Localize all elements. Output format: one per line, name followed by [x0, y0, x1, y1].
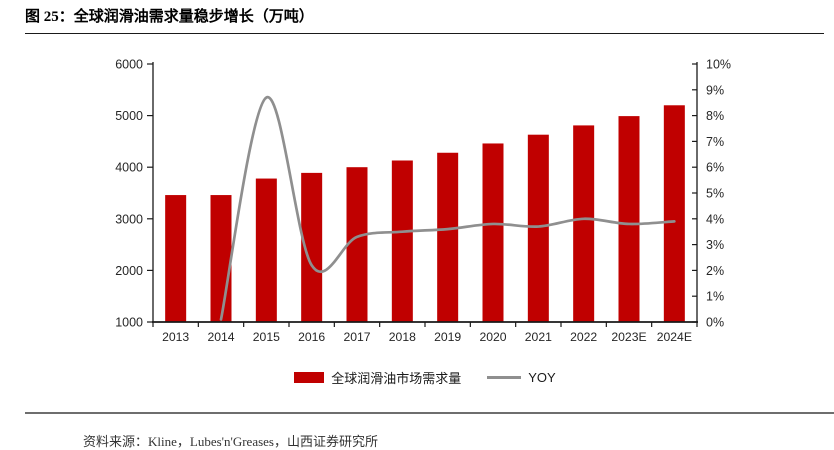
source-note: 资料来源：Kline，Lubes'n'Greases，山西证券研究所: [83, 434, 378, 449]
x-axis-category-label: 2020: [479, 330, 506, 344]
demand-bar: [255, 178, 277, 322]
right-axis-label: 4%: [706, 212, 724, 226]
figure-title: 图 25：全球润滑油需求量稳步增长（万吨）: [25, 9, 314, 25]
right-axis-label: 6%: [706, 161, 724, 175]
demand-bar: [663, 105, 685, 322]
demand-bar: [618, 116, 640, 322]
demand-series-label: 全球润滑油市场需求量: [331, 370, 462, 386]
x-axis-category-label: 2021: [525, 330, 552, 344]
right-axis-label: 9%: [706, 83, 724, 97]
x-axis-category-label: 2022: [570, 330, 597, 344]
right-axis-label: 5%: [706, 187, 724, 201]
left-axis-label: 1000: [115, 316, 143, 330]
x-axis-category-label: 2024E: [657, 330, 692, 344]
demand-bar: [437, 152, 459, 322]
chart-legend: 全球润滑油市场需求量 YOY: [153, 367, 697, 387]
right-axis-label: 1%: [706, 290, 724, 304]
demand-bar: [573, 125, 595, 323]
demand-series-swatch: [294, 371, 325, 383]
yoy-line: [219, 96, 676, 321]
right-axis-label: 10%: [706, 58, 731, 72]
x-axis-category-label: 2023E: [611, 330, 646, 344]
left-axis-label: 5000: [115, 109, 143, 123]
yoy-series-line-marker: [487, 375, 522, 379]
x-axis-category-label: 2016: [298, 330, 325, 344]
demand-bar: [301, 172, 323, 322]
report-figure-page: { "page": { "title": "图 25：全球润滑油需求量稳步增长（…: [25, 9, 834, 449]
right-axis-label: 8%: [706, 109, 724, 123]
right-axis-label: 2%: [706, 264, 724, 278]
x-axis-category-label: 2013: [162, 330, 189, 344]
footer-divider: [25, 412, 834, 414]
x-axis-category-label: 2014: [207, 330, 234, 344]
demand-bar: [527, 134, 549, 322]
left-axis-label: 3000: [115, 212, 143, 226]
x-axis-category-label: 2018: [389, 330, 416, 344]
demand-bar: [210, 195, 232, 322]
combo-chart-canvas: 6000 5000 4000 3000 2000 1000 10% 9% 8% 7% 6% 5% 4% 3…: [115, 58, 731, 345]
x-axis-category-label: 2017: [343, 330, 370, 344]
yoy-series-label: YOY: [528, 369, 556, 385]
right-axis-label: 3%: [706, 238, 724, 252]
x-axis-category-label: 2019: [434, 330, 461, 344]
right-axis-label: 7%: [706, 135, 724, 149]
x-axis-category-label: 2015: [253, 330, 280, 344]
demand-bar: [346, 167, 368, 322]
left-axis-label: 4000: [115, 161, 143, 175]
title-divider: [25, 33, 824, 34]
demand-bar: [391, 160, 413, 322]
demand-bar: [165, 195, 187, 322]
left-axis-label: 6000: [115, 58, 143, 72]
legend-item-demand: 全球润滑油市场需求量: [294, 368, 461, 387]
legend-item-yoy: YOY: [487, 369, 556, 385]
left-axis-label: 2000: [115, 264, 143, 278]
demand-bar: [482, 143, 504, 322]
right-axis-label: 0%: [706, 316, 724, 330]
